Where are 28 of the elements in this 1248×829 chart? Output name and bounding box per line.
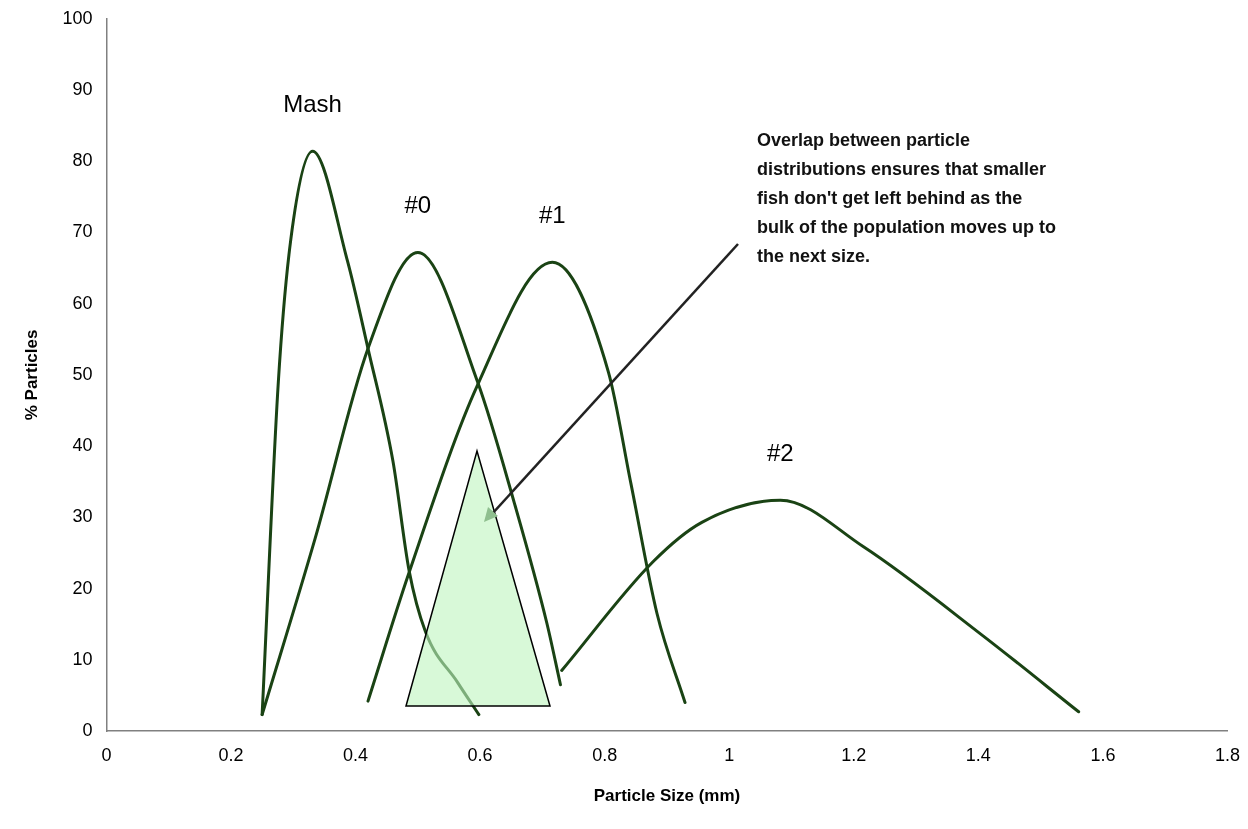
series-label: #1 [539,201,566,228]
x-axis-title: Particle Size (mm) [593,786,741,806]
x-tick-label: 1.4 [965,744,991,765]
series-label: #2 [766,438,794,466]
y-tick-label: 70 [72,221,93,242]
x-tick-label: 0.8 [592,744,618,765]
y-tick-label: 40 [72,435,93,456]
y-tick-label: 100 [62,7,93,28]
y-tick-label: 50 [72,363,93,384]
y-tick-label: 10 [72,648,93,669]
y-tick-label: 90 [72,78,93,99]
y-tick-label: 20 [72,577,93,598]
x-tick-label: 1.2 [841,744,867,765]
y-tick-label: 0 [82,719,93,740]
x-tick-label: 0.4 [343,744,369,765]
y-tick-label: 60 [72,292,93,313]
x-tick-label: 0 [101,744,112,765]
annotation: Overlap between particle distributions ensures that smaller fish don't get left behind as the bulk of the population moves up to the next size. [757,129,1057,268]
y-axis-title: % Particles [21,329,41,421]
y-tick-label: 30 [72,506,93,527]
series-label: Mash [283,89,342,117]
x-tick-label: 0.2 [218,744,244,765]
x-tick-label: 1.6 [1090,744,1116,765]
x-tick-label: 1 [724,744,735,765]
series-label: #0 [404,191,432,219]
x-tick-label: 1.8 [1214,744,1240,765]
x-tick-label: 0.6 [467,744,493,765]
y-tick-label: 80 [72,150,93,171]
